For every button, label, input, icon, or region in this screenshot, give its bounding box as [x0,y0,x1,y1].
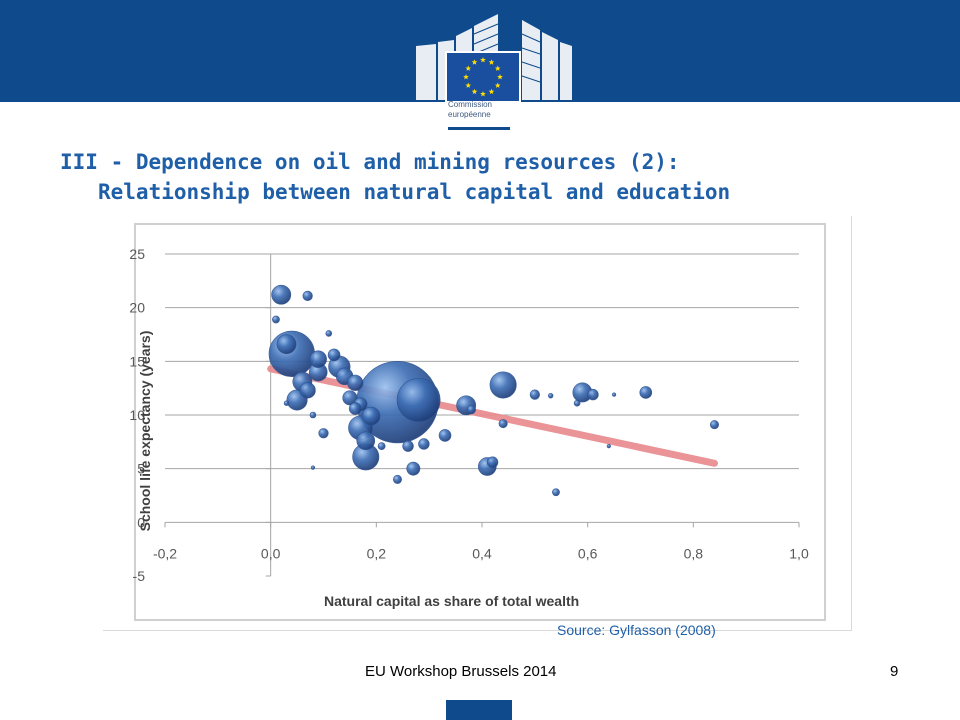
chart-source: Source: Gylfasson (2008) [557,622,716,638]
data-point [489,371,517,399]
slide-title: III - Dependence on oil and mining resou… [60,147,940,207]
eu-star-icon [465,82,472,88]
footer-text: EU Workshop Brussels 2014 [365,663,557,680]
page-number: 9 [890,663,899,680]
x-tick-label: -0,2 [153,545,177,561]
x-tick-label: 0,0 [261,545,281,561]
slide-title-line-2: Relationship between natural capital and… [98,180,731,204]
data-point [547,392,554,399]
data-point [361,406,381,426]
data-point [573,399,581,407]
data-point [309,350,327,368]
data-point [347,374,364,391]
data-point [486,456,499,468]
data-point [309,411,317,419]
data-point [552,488,560,497]
data-point [529,389,540,400]
data-point [606,444,611,449]
scatter-chart: -5 0 5 10 15 20 25 -0,2 0,0 0,2 0,4 0,6 0,8 1,0 Natura… [129,223,826,621]
data-point [283,400,290,406]
data-point [271,284,292,305]
y-tick-label: 0 [137,514,145,530]
data-point [310,465,316,470]
data-point [402,440,414,452]
logo-caption: Commission européenne [448,100,518,120]
data-point [611,392,617,397]
eu-star-icon [497,74,503,80]
data-point [466,405,476,415]
chart-frame: -5 0 5 10 15 20 25 -0,2 0,0 0,2 0,4 0,6 0,8 1,0 Natura… [103,216,852,631]
eu-star-icon [480,91,486,97]
data-point [299,382,316,399]
data-point [356,431,376,451]
x-axis-title: Natural capital as share of total wealth [324,593,579,609]
data-point [709,420,719,430]
bottom-accent-bar [446,700,512,720]
y-tick-label: 10 [129,407,145,423]
x-tick-label: 0,8 [684,545,704,561]
data-point [272,315,280,324]
logo-underline [448,127,510,130]
eu-star-icon [494,82,501,88]
eu-commission-logo-icon [416,14,572,103]
data-point [318,428,329,439]
y-tick-label: 5 [137,461,145,477]
data-point [406,461,421,476]
y-tick-label: 20 [129,300,145,316]
data-point [396,378,441,422]
eu-star-icon [494,65,501,71]
plot-area-border [134,223,826,621]
data-point [392,474,402,484]
data-point [498,419,508,429]
data-point [348,402,362,415]
data-point [325,330,333,337]
data-point [639,386,653,399]
y-axis-title: School life expectancy (years) [137,331,153,532]
x-tick-label: 0,6 [578,545,598,561]
data-point [327,348,341,362]
eu-star-icon [480,57,486,63]
data-point [276,334,297,355]
data-point [418,438,430,450]
logo-text-commission: Commission [448,100,493,109]
data-point [587,388,599,401]
data-point [302,290,313,301]
y-tick-label: 15 [129,353,145,369]
eu-star-icon [488,59,495,65]
x-tick-label: 1,0 [789,545,809,561]
y-tick-label: 25 [129,246,145,262]
x-tick-label: 0,2 [367,545,387,561]
eu-star-icon [471,59,478,65]
data-point [377,442,386,451]
eu-star-icon [463,74,469,80]
eu-star-icon [471,88,478,95]
y-tick-label: -5 [133,568,146,584]
logo-text-europeenne: européenne [448,110,491,119]
eu-star-icon [488,88,495,95]
slide-title-line-1: III - Dependence on oil and mining resou… [60,150,680,174]
x-tick-label: 0,4 [472,545,492,561]
eu-star-icon [465,65,472,71]
data-point [438,429,452,442]
data-point [342,390,358,406]
